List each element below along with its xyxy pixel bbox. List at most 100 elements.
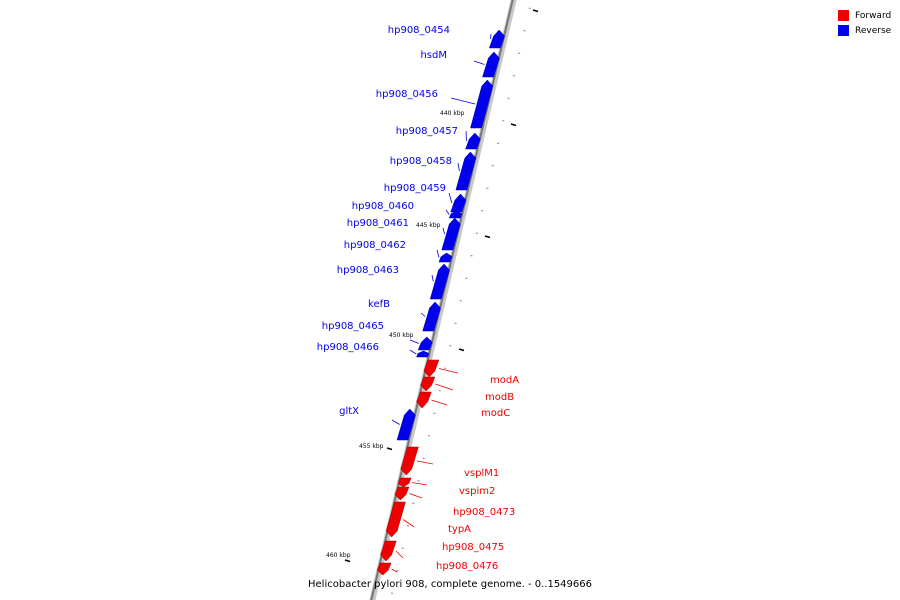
gene-modb[interactable]	[420, 376, 436, 392]
gene-hp908-0458[interactable]	[455, 151, 477, 191]
legend-reverse: Reverse	[838, 23, 891, 38]
leader-hp908-0460	[445, 209, 450, 215]
gene-label-hp908-0460[interactable]: hp908_0460	[352, 201, 414, 212]
gene-label-modb[interactable]: modB	[485, 392, 514, 403]
leader-hp908-0458	[457, 162, 460, 172]
gene-hp908-0461[interactable]	[441, 217, 461, 251]
minor-tick	[486, 187, 489, 189]
minor-tick	[480, 210, 484, 212]
gene-label-hp908-0463[interactable]: hp908_0463	[337, 265, 399, 276]
gene-label-gltx[interactable]: gltX	[339, 406, 359, 417]
gene-label-moda[interactable]: modA	[490, 375, 519, 386]
minor-tick	[427, 435, 431, 437]
forward-swatch	[838, 10, 849, 21]
tick-label: 450 kbp	[389, 332, 414, 339]
leader-hp908-0476	[391, 568, 398, 573]
gene-label-kefb[interactable]: kefB	[368, 299, 390, 310]
gene-label-hp908-0476[interactable]: hp908_0476	[436, 561, 498, 572]
gene-label-hp908-0466[interactable]: hp908_0466	[317, 342, 379, 353]
gene-track	[376, 29, 505, 576]
gene-label-hp908-0457[interactable]: hp908_0457	[396, 126, 458, 137]
minor-tick	[433, 412, 436, 414]
tick-label: 460 kbp	[326, 552, 351, 559]
minor-tick	[454, 322, 457, 324]
minor-tick	[422, 457, 425, 459]
gene-label-hp908-0475[interactable]: hp908_0475	[442, 542, 504, 553]
gene-hp908-0463[interactable]	[429, 263, 450, 300]
minor-tick	[443, 367, 447, 369]
major-tick	[344, 559, 351, 563]
reverse-swatch	[838, 25, 849, 36]
legend-forward-label: Forward	[855, 10, 892, 21]
minor-tick	[470, 255, 473, 257]
leader-hp908-0473	[409, 493, 423, 499]
gene-vspim2[interactable]	[397, 477, 412, 488]
minor-tick	[406, 525, 410, 527]
leader-moda	[438, 368, 459, 374]
minor-tick	[512, 75, 515, 77]
gene-label-hp908-0462[interactable]: hp908_0462	[344, 240, 406, 251]
gene-hp908-0476[interactable]	[376, 562, 392, 576]
gene-label-hp908-0461[interactable]: hp908_0461	[347, 218, 409, 229]
gene-vsplm1[interactable]	[400, 446, 419, 476]
minor-tick	[438, 390, 441, 392]
gene-label-hp908-0458[interactable]: hp908_0458	[390, 156, 452, 167]
major-tick	[484, 235, 491, 239]
leader-typa	[403, 519, 415, 528]
gene-label-hp908-0454[interactable]: hp908_0454	[388, 25, 450, 36]
leader-gltx	[391, 419, 400, 425]
minor-tick	[528, 7, 531, 9]
leader-hp908-0456	[450, 97, 476, 105]
gene-typa[interactable]	[385, 501, 406, 538]
minor-tick	[449, 345, 452, 347]
leader-vspim2	[411, 482, 428, 486]
minor-tick	[417, 480, 420, 482]
leader-vsplm1	[417, 460, 434, 465]
major-tick	[386, 447, 393, 451]
leader-hp908-0475	[395, 550, 404, 559]
gene-moda[interactable]	[423, 359, 440, 378]
minor-tick	[491, 165, 494, 167]
gene-hp908-0462[interactable]	[438, 252, 453, 263]
gene-label-vsplm1[interactable]: vsplM1	[464, 468, 499, 479]
legend-reverse-label: Reverse	[855, 25, 892, 36]
gene-gltx[interactable]	[396, 408, 416, 441]
gene-hp908-0465[interactable]	[417, 336, 433, 351]
gene-kefb[interactable]	[422, 301, 441, 332]
gene-hp908-0473[interactable]	[394, 486, 410, 501]
minor-tick	[518, 52, 521, 54]
major-tick	[510, 123, 517, 127]
leader-modb	[435, 383, 454, 391]
label-leader-lines	[391, 33, 492, 573]
gene-label-typa[interactable]: typA	[448, 524, 471, 535]
gene-label-hp908-0456[interactable]: hp908_0456	[376, 89, 438, 100]
leader-hp908-0461	[442, 227, 445, 235]
leader-hp908-0466	[409, 349, 417, 355]
minor-tick	[401, 547, 404, 549]
gene-label-hp908-0465[interactable]: hp908_0465	[322, 321, 384, 332]
minor-tick	[502, 120, 505, 122]
gene-label-vspim2[interactable]: vspim2	[459, 486, 495, 497]
gene-hp908-0466[interactable]	[416, 350, 430, 358]
genome-caption: Helicobacter pylori 908, complete genome…	[308, 579, 592, 590]
major-tick	[458, 348, 465, 352]
gene-modc[interactable]	[416, 391, 432, 409]
legend: Forward Reverse	[838, 8, 891, 38]
leader-hp908-0465	[409, 339, 419, 344]
gene-hp908-0456[interactable]	[470, 79, 494, 129]
minor-tick	[459, 300, 463, 302]
gene-hp908-0475[interactable]	[380, 540, 397, 562]
leader-modc	[431, 399, 448, 406]
leader-kefb	[420, 312, 426, 317]
gene-label-hp908-0473[interactable]: hp908_0473	[453, 507, 515, 518]
gene-label-hp908-0459[interactable]: hp908_0459	[384, 183, 446, 194]
gene-hp908-0457[interactable]	[465, 132, 481, 150]
gene-hsdm[interactable]	[482, 51, 500, 78]
gene-label-hsdm[interactable]: hsdM	[420, 50, 447, 61]
tick-label: 440 kbp	[440, 110, 465, 117]
gene-labels: hp908_0454 hsdM hp908_0456 hp908_0457 hp908_…	[317, 25, 519, 572]
legend-forward: Forward	[838, 8, 891, 23]
gene-hp908-0454[interactable]	[488, 29, 505, 49]
gene-label-modc[interactable]: modC	[481, 408, 510, 419]
